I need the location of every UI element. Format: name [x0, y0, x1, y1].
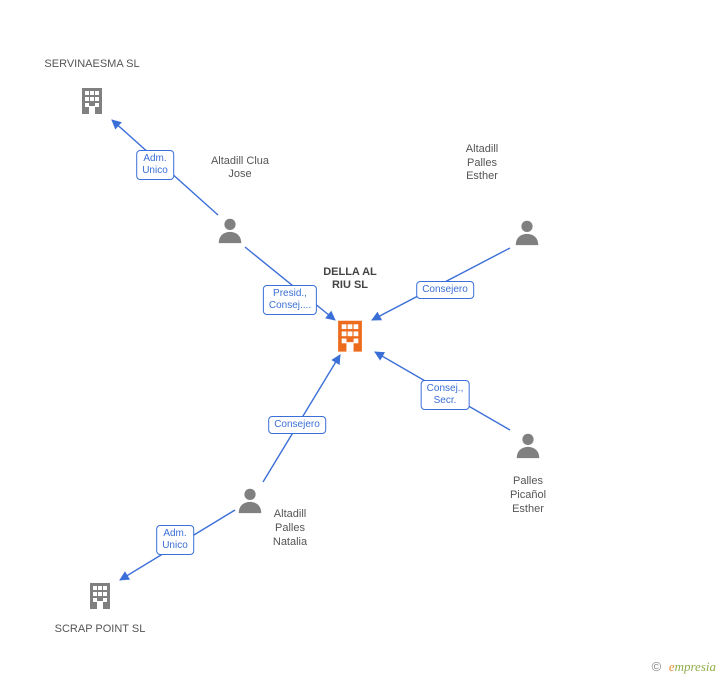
node-label: SCRAP POINT SL — [40, 623, 160, 637]
node-center[interactable]: DELLA AL RIU SL — [331, 316, 369, 354]
node-label: Palles Picañol Esther — [468, 475, 588, 516]
node-label: Altadill Palles Natalia — [230, 508, 350, 549]
person-icon — [512, 217, 542, 247]
brand-rest: mpresia — [675, 659, 716, 674]
edge-label: Adm. Unico — [156, 525, 194, 555]
building-icon — [84, 579, 116, 611]
person-icon — [512, 217, 542, 247]
node-natalia[interactable]: Altadill Palles Natalia — [235, 485, 265, 515]
edge-label: Presid., Consej.... — [263, 285, 317, 315]
diagram-canvas: DELLA AL RIU SL SERVINAESMA SL SCRAP POI… — [0, 0, 728, 685]
person-icon — [215, 215, 245, 245]
edge-label: Consejero — [268, 416, 326, 434]
person-icon — [513, 430, 543, 460]
node-label: Altadill Clua Jose — [180, 155, 300, 183]
person-icon — [215, 215, 245, 245]
building-icon — [84, 579, 116, 611]
watermark: © empresia — [652, 659, 716, 675]
person-icon — [513, 430, 543, 460]
edge-label: Consejero — [416, 281, 474, 299]
edge-label: Consej., Secr. — [421, 380, 470, 410]
node-esther_a[interactable]: Altadill Palles Esther — [512, 217, 542, 247]
node-jose[interactable]: Altadill Clua Jose — [215, 215, 245, 245]
node-label: Altadill Palles Esther — [422, 143, 542, 184]
node-esther_p[interactable]: Palles Picañol Esther — [513, 430, 543, 460]
building-icon — [76, 84, 108, 116]
building-icon — [331, 316, 369, 354]
node-scrap[interactable]: SCRAP POINT SL — [84, 579, 116, 611]
building-icon — [331, 316, 369, 354]
edge-label: Adm. Unico — [136, 150, 174, 180]
building-icon — [76, 84, 108, 116]
copyright-symbol: © — [652, 659, 662, 674]
node-label: SERVINAESMA SL — [32, 58, 152, 72]
node-servinaesma[interactable]: SERVINAESMA SL — [76, 84, 108, 116]
